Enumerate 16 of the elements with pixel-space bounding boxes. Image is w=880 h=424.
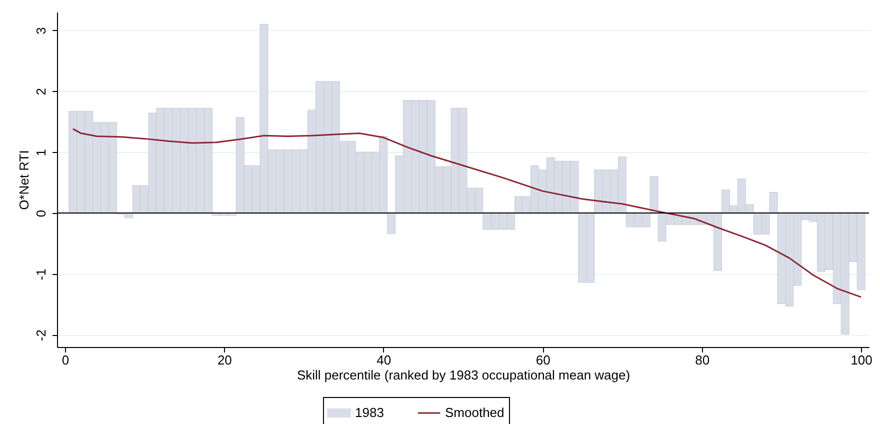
x-tick-label: 60 <box>536 352 550 368</box>
y-axis-title: O*Net RTI <box>16 150 32 210</box>
x-tick-label: 40 <box>376 352 392 368</box>
x-tick-label: 80 <box>695 352 710 368</box>
y-tick-label: 2 <box>34 88 48 96</box>
legend-label: Smoothed <box>445 405 504 420</box>
y-tick-label: 3 <box>34 27 48 34</box>
y-tick-label: -2 <box>34 330 48 342</box>
y-tick-label: 0 <box>34 210 48 218</box>
x-tick-label: 20 <box>217 352 232 368</box>
legend-label: 1983 <box>355 405 384 420</box>
x-tick-label: 0 <box>62 352 70 368</box>
x-axis-title: Skill percentile (ranked by 1983 occupational mean wage) <box>296 368 630 382</box>
y-tick-label: -1 <box>34 268 48 280</box>
x-tick-label: 100 <box>850 352 872 368</box>
y-tick-label: 1 <box>34 148 48 156</box>
